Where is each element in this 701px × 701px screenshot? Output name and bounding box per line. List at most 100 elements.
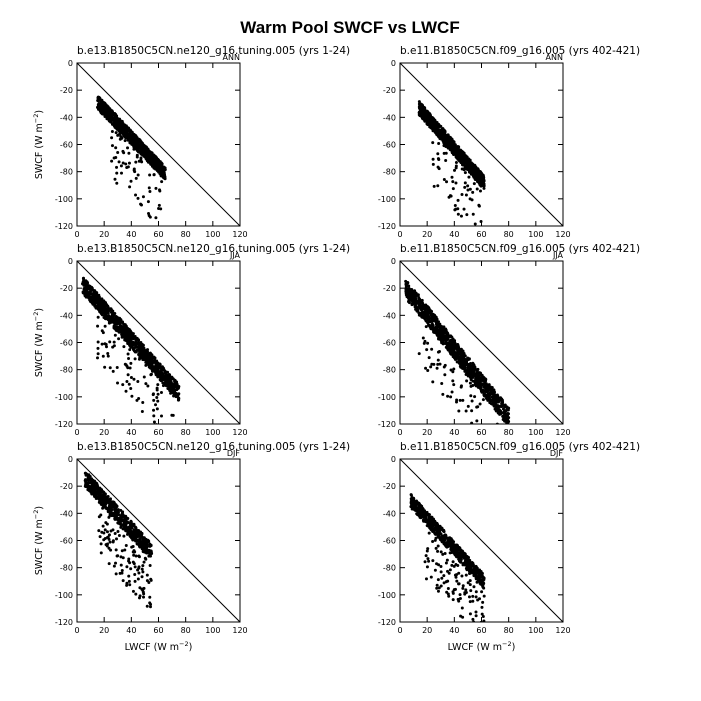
x-tick-label: 40	[449, 230, 459, 239]
data-point	[428, 325, 432, 329]
data-point	[129, 361, 133, 365]
data-point	[101, 506, 105, 510]
x-tick-label: 20	[422, 230, 432, 239]
data-point	[96, 356, 100, 360]
data-point	[96, 98, 100, 102]
data-point	[169, 376, 173, 380]
data-point	[157, 161, 161, 165]
data-point	[106, 510, 110, 514]
data-point	[447, 137, 451, 141]
data-point	[463, 354, 467, 358]
data-point	[139, 202, 143, 206]
data-points	[81, 276, 181, 424]
data-point	[450, 139, 454, 143]
data-point	[419, 106, 423, 110]
x-tick-label: 60	[476, 230, 486, 239]
data-point	[437, 157, 441, 161]
data-point	[448, 349, 452, 353]
data-point	[504, 409, 508, 413]
x-tick-label: 40	[126, 428, 136, 437]
data-point	[145, 548, 149, 552]
data-point	[145, 159, 149, 163]
data-point	[145, 361, 149, 365]
x-tick-label: 80	[504, 428, 514, 437]
data-point	[139, 147, 143, 151]
data-point	[467, 175, 471, 179]
data-point	[492, 404, 496, 408]
data-point	[497, 404, 501, 408]
data-point	[124, 516, 128, 520]
data-point	[128, 185, 132, 189]
data-point	[447, 341, 451, 345]
data-point	[453, 204, 457, 208]
data-point	[139, 152, 143, 156]
data-point	[124, 334, 128, 338]
data-point	[481, 390, 485, 394]
data-point	[157, 375, 161, 379]
data-point	[475, 380, 479, 384]
data-point	[478, 189, 482, 193]
data-point	[154, 186, 158, 190]
y-axis-label: SWCF (W m−2)	[32, 308, 45, 377]
data-point	[131, 138, 135, 142]
data-point	[124, 363, 128, 367]
data-point	[104, 501, 108, 505]
y-tick-label: -100	[378, 195, 396, 204]
data-point	[426, 369, 430, 373]
data-point	[115, 165, 119, 169]
data-point	[482, 385, 486, 389]
y-tick-label: 0	[68, 59, 73, 68]
data-point	[488, 393, 492, 397]
data-point	[461, 398, 465, 402]
data-point	[138, 345, 142, 349]
data-point	[87, 486, 91, 490]
data-point	[100, 530, 104, 534]
data-point	[444, 145, 448, 149]
data-point	[121, 331, 125, 335]
data-point	[475, 187, 479, 191]
data-point	[499, 433, 502, 436]
data-point	[149, 543, 153, 547]
data-point	[139, 542, 143, 546]
data-point	[454, 160, 458, 164]
data-point	[480, 183, 484, 187]
data-point	[143, 540, 147, 544]
x-tick-label: 60	[476, 428, 486, 437]
data-point	[438, 323, 442, 327]
data-point	[435, 366, 439, 370]
data-point	[115, 325, 119, 329]
data-point	[155, 395, 159, 399]
data-point	[450, 148, 454, 152]
data-point	[466, 365, 470, 369]
data-points	[96, 95, 167, 220]
data-point	[162, 166, 166, 170]
data-point	[138, 143, 142, 147]
data-point	[458, 148, 462, 152]
y-axis-unit: )	[34, 308, 45, 312]
data-point	[426, 321, 430, 325]
y-tick-label: -80	[383, 168, 396, 177]
data-point	[434, 325, 438, 329]
data-point	[126, 328, 130, 332]
data-point	[102, 308, 106, 312]
data-point	[115, 181, 119, 185]
data-point	[111, 500, 115, 504]
unit-exponent: −2	[32, 114, 40, 124]
data-point	[417, 112, 421, 116]
y-axis-unit: (W m	[34, 123, 45, 151]
data-point	[110, 129, 114, 133]
data-point	[463, 171, 467, 175]
data-point	[445, 331, 449, 335]
data-point	[116, 122, 120, 126]
data-point	[497, 400, 501, 404]
data-point	[150, 355, 154, 359]
data-point	[141, 401, 145, 405]
data-point	[431, 162, 435, 166]
x-tick-label: 0	[74, 428, 79, 437]
y-tick-label: -120	[378, 222, 396, 231]
data-point	[166, 370, 170, 374]
data-point	[103, 528, 107, 532]
data-point	[111, 345, 115, 349]
data-point	[114, 118, 118, 122]
data-point	[131, 133, 135, 137]
